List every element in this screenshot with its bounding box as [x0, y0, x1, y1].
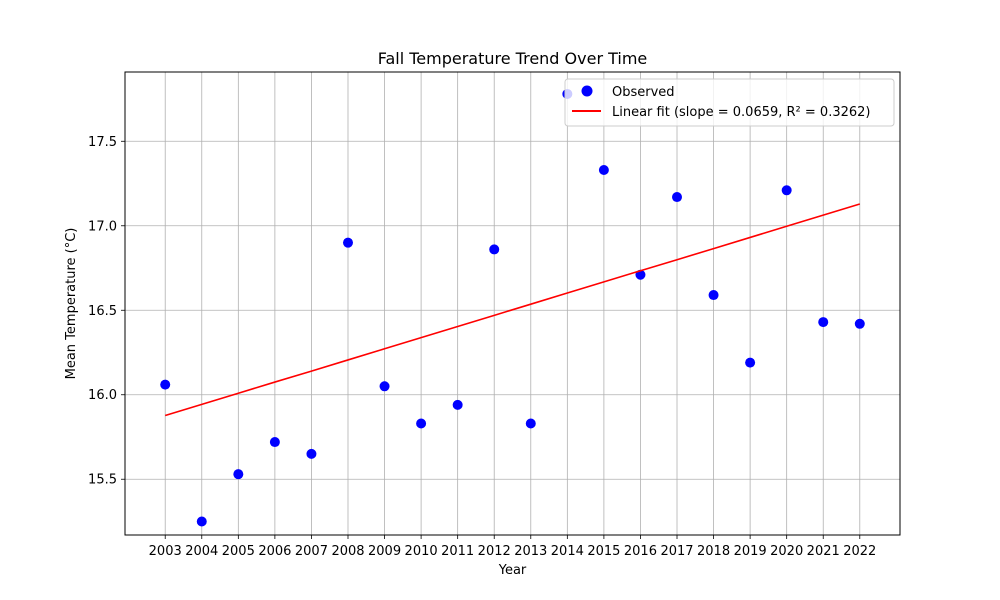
- legend: Observed Linear fit (slope = 0.0659, R² …: [564, 78, 895, 127]
- x-tick-label: 2019: [734, 544, 767, 559]
- plot-frame: [124, 71, 901, 536]
- observed-point: [160, 379, 171, 390]
- x-tick-label: 2011: [441, 544, 474, 559]
- y-tick-label: 17.0: [88, 219, 117, 234]
- axis-layer: 2003 2004 2005 2006 2007 2008 2009 2010 2011 2012…: [88, 135, 876, 559]
- x-tick-label: 2005: [222, 544, 255, 559]
- x-tick-label: 2022: [843, 544, 876, 559]
- observed-point: [672, 192, 683, 203]
- linear-fit-line: [164, 203, 861, 417]
- x-tick-label: 2007: [295, 544, 328, 559]
- observed-point: [525, 418, 536, 429]
- observed-point: [818, 317, 829, 328]
- x-tick-label: 2015: [587, 544, 620, 559]
- x-axis-title: Year: [498, 563, 527, 578]
- chart-title: Fall Temperature Trend Over Time: [378, 49, 648, 68]
- observed-point: [342, 237, 353, 248]
- observed-point: [196, 516, 207, 527]
- y-tick-label: 17.5: [88, 135, 117, 150]
- y-tick-label: 16.0: [88, 388, 117, 403]
- x-tick-label: 2009: [368, 544, 401, 559]
- observed-point: [379, 381, 390, 392]
- x-tick-label: 2003: [149, 544, 182, 559]
- x-tick-label: 2014: [551, 544, 584, 559]
- x-tick-label: 2004: [185, 544, 218, 559]
- observed-point: [708, 290, 719, 301]
- observed-point: [306, 448, 317, 459]
- x-tick-label: 2018: [697, 544, 730, 559]
- observed-point: [416, 418, 427, 429]
- x-tick-label: 2017: [660, 544, 693, 559]
- observed-point: [745, 357, 756, 368]
- x-tick-label: 2012: [478, 544, 511, 559]
- observed-point: [598, 165, 609, 176]
- x-tick-label: 2006: [258, 544, 291, 559]
- observed-point: [489, 244, 500, 255]
- x-tick-label: 2008: [331, 544, 364, 559]
- observed-point: [269, 437, 280, 448]
- observed-point: [781, 185, 792, 196]
- y-tick-label: 15.5: [88, 473, 117, 488]
- legend-marker-observed: [581, 85, 593, 97]
- y-tick-label: 16.5: [88, 304, 117, 319]
- x-tick-label: 2010: [405, 544, 438, 559]
- x-tick-label: 2016: [624, 544, 657, 559]
- observed-point: [452, 399, 463, 410]
- x-tick-label: 2013: [514, 544, 547, 559]
- x-tick-label: 2020: [770, 544, 803, 559]
- legend-label-fit: Linear fit (slope = 0.0659, R² = 0.3262): [612, 105, 870, 120]
- observed-point: [233, 469, 244, 480]
- x-tick-label: 2021: [807, 544, 840, 559]
- legend-label-observed: Observed: [612, 85, 675, 100]
- observed-point: [854, 318, 865, 329]
- y-axis-title: Mean Temperature (°C): [64, 228, 79, 380]
- legend-box: [564, 78, 895, 127]
